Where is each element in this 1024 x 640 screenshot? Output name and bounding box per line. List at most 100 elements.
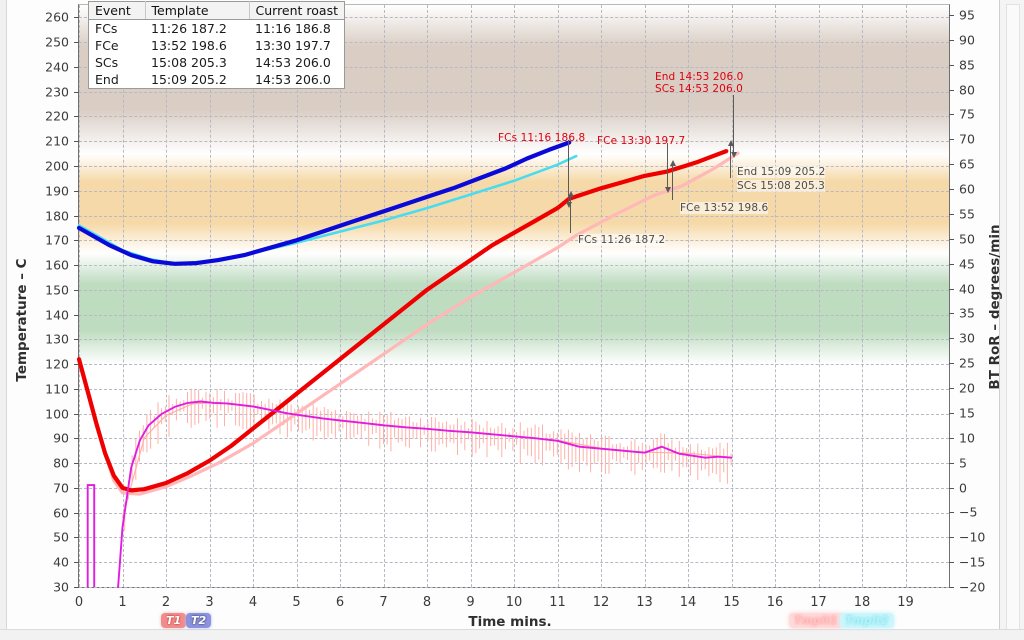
y2-axis-tick <box>949 64 954 66</box>
x-axis-tick-label: 13 <box>636 595 653 610</box>
y-axis-tick-label: 210 <box>45 133 69 149</box>
gridline-x <box>862 5 863 587</box>
y2-axis-tick-label: 55 <box>959 206 975 222</box>
gridline-y <box>79 364 949 366</box>
x-axis-tick-label: 7 <box>379 595 388 610</box>
x-axis-tick-label: 17 <box>810 595 827 610</box>
table-header-cell[interactable]: Current roast <box>249 1 345 20</box>
y-axis-tick-label: 80 <box>53 455 69 471</box>
y2-axis-tick-label: 0 <box>959 480 967 495</box>
legend-badge-t2[interactable]: T2 <box>186 613 212 628</box>
annotation-arrow <box>730 95 737 158</box>
legend-badge-t1[interactable]: T1 <box>161 613 187 628</box>
gridline-x <box>688 5 689 587</box>
y2-axis-tick <box>949 139 954 141</box>
x-axis-tick-label: 8 <box>422 595 432 610</box>
table-row[interactable]: FCe 13:52 198.6 13:30 197.7 <box>89 37 345 54</box>
legend-badge-tmplt2[interactable]: Tmplt2 <box>840 613 894 628</box>
y-axis-tick-label: 90 <box>53 430 69 446</box>
gridline-y <box>79 42 949 44</box>
y-axis-tick <box>74 91 79 93</box>
table-row[interactable]: FCs 11:26 187.2 11:16 186.8 <box>89 20 345 38</box>
y-axis-tick-label: 70 <box>53 480 69 496</box>
y-axis-tick <box>74 364 79 366</box>
gridline-x <box>601 5 602 587</box>
chart-gridlines <box>79 5 949 588</box>
y2-axis-tick <box>949 462 954 464</box>
y-axis-tick <box>74 463 79 465</box>
y-axis-tick <box>74 314 79 316</box>
y-axis-tick-label: 110 <box>45 381 69 397</box>
annotation-current-fce: FCe 13:30 197.7 <box>597 135 686 147</box>
gridline-y <box>79 512 949 514</box>
table-row[interactable]: SCs 15:08 205.3 14:53 206.0 <box>89 54 345 71</box>
y2-axis-tick-label: −20 <box>959 579 986 595</box>
x-axis-tick-label: 18 <box>853 595 871 610</box>
gridline-y <box>79 190 949 192</box>
gridline-y <box>79 562 949 564</box>
table-cell: 15:08 205.3 <box>151 55 227 70</box>
y-axis-tick-label: 60 <box>53 505 69 521</box>
x-axis-tick-label: 12 <box>592 595 610 610</box>
gridline-x <box>818 5 820 587</box>
gridline-x <box>209 5 211 587</box>
window-right-panel <box>999 0 1024 640</box>
annotation-template-fcs: FCs 11:26 187.2 <box>578 234 666 246</box>
y2-axis-tick <box>949 388 954 390</box>
y-axis-tick-label: 190 <box>45 183 69 199</box>
y-axis-tick-label: 240 <box>45 59 69 75</box>
gridline-y <box>79 116 949 118</box>
y2-axis-tick-label: 30 <box>959 330 975 346</box>
x-axis-tick-label: 3 <box>205 595 214 610</box>
y2-axis-tick-label: 20 <box>959 380 975 396</box>
y-axis-tick <box>74 562 79 564</box>
legend-badge-tmplt1[interactable]: Tmplt1 <box>789 613 843 628</box>
y2-axis-tick-label: 65 <box>959 156 975 172</box>
y-axis-tick-label: 100 <box>45 406 69 422</box>
y2-axis-tick-label: 35 <box>959 305 975 321</box>
annotation-current-end: End 14:53 206.0 <box>655 71 744 83</box>
table-header-cell[interactable]: Template <box>145 1 250 20</box>
table-header-cell[interactable]: Event <box>88 1 146 20</box>
x-axis-tick-label: 15 <box>723 595 740 610</box>
gridline-x <box>166 5 167 587</box>
y2-axis-tick <box>949 39 954 41</box>
gridline-x <box>905 5 907 587</box>
y-axis-tick-label: 50 <box>53 529 69 545</box>
y2-axis-tick <box>949 238 954 240</box>
y2-axis-tick <box>949 562 954 564</box>
annotation-template-fce: FCe 13:52 198.6 <box>680 202 769 214</box>
y2-axis-tick-label: 10 <box>959 430 975 446</box>
y2-axis-tick <box>949 263 954 265</box>
series-bt-ror-current <box>117 400 733 588</box>
gridline-y <box>79 141 949 143</box>
y2-axis-tick-label: 95 <box>959 7 975 23</box>
y-axis-tick-label: 180 <box>45 208 69 223</box>
scrollbar-track[interactable] <box>1006 4 1020 638</box>
gridline-y <box>79 314 949 316</box>
table-row[interactable]: End 15:09 205.2 14:53 206.0 <box>89 71 345 89</box>
gridline-y <box>79 289 949 291</box>
y2-axis-tick-label: 70 <box>959 131 975 147</box>
table-cell: End <box>95 72 119 87</box>
event-comparison-table[interactable]: Event Template Current roast FCs 11:26 187.… <box>88 1 346 89</box>
ror-start-spike <box>86 484 96 587</box>
chart-plot-area[interactable] <box>76 4 950 588</box>
y2-axis-tick <box>949 338 954 340</box>
y2-axis-tick <box>949 288 954 290</box>
y-axis-tick <box>74 240 79 242</box>
y-axis-tick <box>74 165 79 167</box>
y-axis-tick <box>74 66 79 68</box>
y-axis-tick-label: 260 <box>45 9 69 25</box>
table-cell: 14:53 206.0 <box>255 55 331 70</box>
y-axis-tick <box>74 141 79 143</box>
y2-axis-tick <box>949 114 954 116</box>
y2-axis-tick-label: −10 <box>959 529 986 545</box>
table-cell: 11:16 186.8 <box>255 21 331 36</box>
gridline-x <box>731 5 733 587</box>
y2-axis-tick <box>949 487 954 489</box>
gridline-y <box>79 587 949 588</box>
y-axis-tick-label: 130 <box>45 331 69 347</box>
y-axis-tick-label: 120 <box>45 356 69 372</box>
table-cell: 13:30 197.7 <box>255 38 331 53</box>
